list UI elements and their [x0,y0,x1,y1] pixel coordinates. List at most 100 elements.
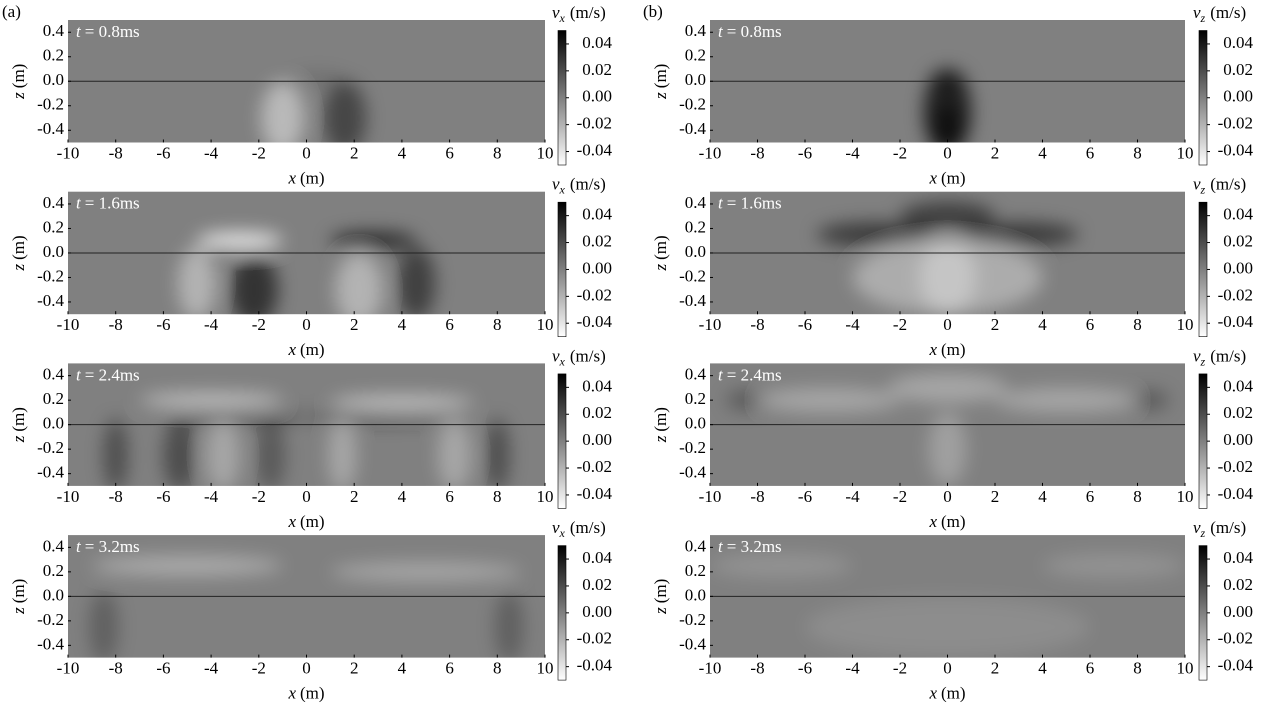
wave-feature [928,72,967,85]
y-axis-label: z (m) [9,407,28,443]
colorbar-tick-label: 0.04 [582,548,612,567]
time-annotation: t = 1.6ms [718,194,782,213]
x-tick-label: 0 [943,659,952,678]
time-annotation: t = 3.2ms [76,537,140,556]
x-tick-label: 2 [991,487,1000,506]
wave-feature [1042,553,1185,578]
colorbar-tick-label: 0.00 [582,602,612,621]
panel: -10 -8 -6 -4 -2 0 2 4 6 8 100.40.20.0-0.2-0.4x (m)z… [2,2,613,188]
x-axis-symbol: x [287,684,296,703]
x-tick-label: 10 [1177,487,1194,506]
x-axis-label: x (m) [928,168,965,187]
heatmap-field [261,73,367,143]
y-tick-label: 0.2 [43,46,64,65]
panel: -10 -8 -6 -4 -2 0 2 4 6 8 100.40.20.0-0.2-0.4x (m)z… [651,346,1254,531]
x-tick-label: -10 [699,315,722,334]
y-tick-label: -0.2 [37,438,64,457]
y-axis-symbol: z [651,435,670,443]
y-tick-label: -0.2 [679,266,706,285]
x-axis-unit: (m) [300,684,325,703]
x-tick-label: 6 [445,659,454,678]
y-tick-label: 0.4 [685,193,707,212]
time-text: = 1.6ms [85,194,140,213]
colorbar-tick-label: 0.00 [582,258,612,277]
x-axis-unit: (m) [941,340,966,359]
wave-feature [397,246,436,315]
x-tick-label: 8 [1133,659,1142,678]
x-axis-unit: (m) [941,684,966,703]
colorbar-symbol: v [1193,518,1201,537]
x-tick-label: 8 [493,143,502,162]
x-tick-label: -4 [845,315,860,334]
wave-feature [726,390,765,410]
x-tick-label: -2 [893,659,907,678]
x-tick-label: -10 [699,143,722,162]
x-axis-unit: (m) [300,340,325,359]
x-axis-label: x (m) [928,512,965,531]
y-tick-label: -0.4 [679,634,706,653]
colorbar-tick-label: -0.04 [1218,140,1254,159]
y-tick-label: 0.0 [685,70,706,89]
x-tick-label: -6 [798,315,812,334]
colorbar-tick-label: -0.02 [577,457,612,476]
wave-feature [89,590,119,658]
x-tick-label: -8 [750,143,764,162]
panel: -10 -8 -6 -4 -2 0 2 4 6 8 100.40.20.0-0.2-0.4x (m)z… [643,2,1254,188]
colorbar-unit: (m/s) [1210,346,1246,365]
y-tick-label: -0.4 [679,119,706,138]
colorbar-tick-label: 0.02 [582,575,612,594]
y-tick-label: -0.2 [679,438,706,457]
x-tick-label: 6 [1086,659,1095,678]
time-text: = 1.6ms [727,194,782,213]
x-tick-label: 6 [1086,315,1095,334]
x-tick-label: 4 [1038,143,1047,162]
x-tick-label: 0 [302,143,311,162]
wave-feature [139,392,283,408]
y-axis-unit: (m) [651,64,670,89]
wave-feature [330,232,417,250]
colorbar-tick-label: -0.04 [1218,312,1254,331]
time-text: = 0.8ms [85,22,140,41]
y-tick-label: 0.4 [43,21,65,40]
colorbar-label: vx (m/s) [552,518,606,540]
colorbar-tick-label: 0.04 [582,376,612,395]
wave-feature [335,252,383,315]
x-tick-label: -6 [156,143,170,162]
wave-feature [294,73,343,84]
colorbar-tick-label: 0.02 [1223,60,1253,79]
time-symbol: t [76,22,82,41]
wave-feature [163,418,197,486]
y-tick-label: 0.4 [685,536,707,555]
x-tick-label: 0 [943,315,952,334]
time-annotation: t = 0.8ms [718,22,782,41]
colorbar-subscript: x [559,11,566,25]
wave-feature [930,105,965,143]
y-axis-symbol: z [651,92,670,100]
colorbar [557,373,567,509]
x-tick-label: 2 [350,487,359,506]
y-axis-unit: (m) [651,579,670,604]
y-tick-label: -0.4 [37,119,64,138]
colorbar [557,545,567,681]
y-tick-label: 0.2 [685,46,706,65]
x-tick-label: -6 [156,315,170,334]
time-symbol: t [718,365,724,384]
x-tick-label: -8 [109,487,123,506]
y-axis-symbol: z [9,435,28,443]
x-tick-label: -6 [798,143,812,162]
time-annotation: t = 3.2ms [718,537,782,556]
time-text: = 3.2ms [85,537,140,556]
time-text: = 2.4ms [727,365,782,384]
y-tick-label: 0.2 [685,217,706,236]
y-axis-unit: (m) [9,579,28,604]
x-tick-label: -4 [204,487,219,506]
x-tick-label: -8 [109,143,123,162]
x-axis-symbol: x [287,168,296,187]
colorbar-symbol: v [552,346,560,365]
time-symbol: t [76,365,82,384]
y-axis-label: z (m) [651,64,670,100]
x-tick-label: 4 [1038,659,1047,678]
y-tick-label: 0.2 [43,389,64,408]
x-axis-symbol: x [928,512,937,531]
y-axis-symbol: z [651,607,670,615]
